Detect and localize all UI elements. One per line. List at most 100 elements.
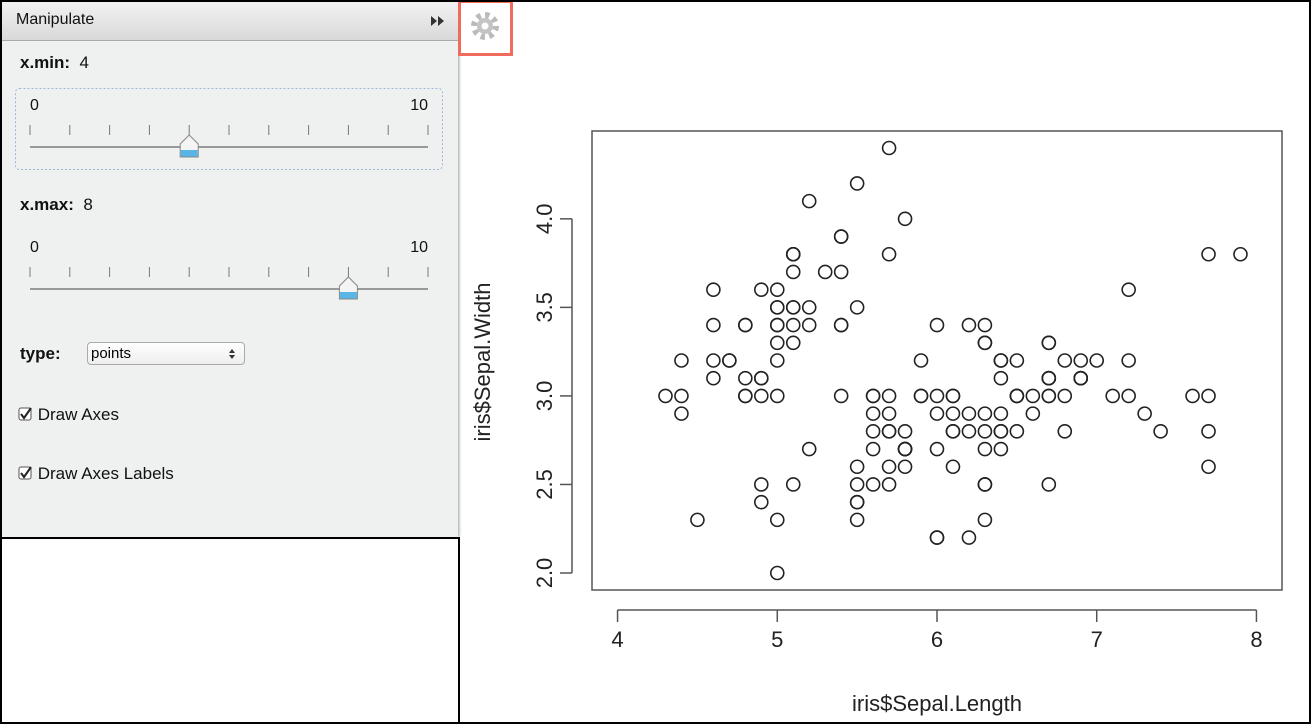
slider-min: 0 xyxy=(30,239,39,256)
control-label: type: xyxy=(20,344,61,364)
point xyxy=(706,370,721,386)
x-tick-label: 4 xyxy=(611,627,623,652)
point xyxy=(977,406,993,421)
point xyxy=(833,317,849,333)
point xyxy=(881,406,897,421)
point xyxy=(1041,477,1057,492)
label: x.min: xyxy=(20,53,71,72)
point xyxy=(961,317,977,333)
point xyxy=(977,317,993,333)
point xyxy=(706,282,721,297)
empty-pane xyxy=(0,537,460,724)
point xyxy=(881,477,897,492)
slider-min: 0 xyxy=(30,97,39,114)
checkbox-row[interactable]: Draw Axes Labels xyxy=(18,464,174,484)
point xyxy=(993,441,1009,457)
point xyxy=(865,424,881,439)
point xyxy=(913,353,929,368)
point xyxy=(865,441,881,457)
point xyxy=(1041,388,1057,404)
point xyxy=(849,494,865,510)
y-tick-label: 3.5 xyxy=(532,292,557,323)
point xyxy=(754,370,769,386)
chart: iris$Sepal.Length iris$Sepal.Width 4 5 6 7 8… xyxy=(470,130,1283,716)
point xyxy=(801,193,817,209)
point xyxy=(1025,388,1041,404)
checkbox-row[interactable]: Draw Axes xyxy=(18,405,119,425)
point xyxy=(993,370,1009,386)
point xyxy=(801,317,817,333)
point xyxy=(754,477,769,492)
point xyxy=(1073,353,1089,368)
point xyxy=(977,477,993,492)
thumb-fill xyxy=(339,292,357,299)
point xyxy=(1009,424,1025,439)
point xyxy=(706,317,721,333)
point xyxy=(1041,370,1057,386)
slider-max: 10 xyxy=(410,239,428,256)
checkmark xyxy=(20,407,32,420)
point xyxy=(1009,388,1025,404)
point xyxy=(674,388,689,404)
x-tick-label: 5 xyxy=(771,627,783,652)
point xyxy=(897,459,913,475)
type-select[interactable]: points xyxy=(87,342,245,365)
selected: points xyxy=(91,345,132,362)
point xyxy=(849,459,865,475)
point xyxy=(993,424,1009,439)
point xyxy=(849,176,865,191)
y-tick-label: 4.0 xyxy=(532,204,557,235)
point xyxy=(833,229,849,244)
y-tick-label: 3.0 xyxy=(532,381,557,412)
point xyxy=(785,246,801,262)
point xyxy=(961,530,977,545)
point xyxy=(1041,335,1057,351)
y-tick-label: 2.5 xyxy=(532,469,557,500)
point xyxy=(754,494,769,510)
point xyxy=(785,477,801,492)
collapse-button[interactable] xyxy=(430,15,446,27)
point xyxy=(961,406,977,421)
point xyxy=(1121,353,1136,368)
point xyxy=(945,459,961,475)
point xyxy=(993,406,1009,421)
point xyxy=(690,512,705,528)
point xyxy=(881,140,897,156)
point xyxy=(881,459,897,475)
point xyxy=(769,335,785,351)
point xyxy=(929,406,945,421)
checkbox[interactable] xyxy=(18,466,33,481)
point xyxy=(929,530,945,545)
point xyxy=(785,300,801,315)
slider-thumb xyxy=(338,276,358,300)
point xyxy=(754,388,769,404)
point xyxy=(897,211,913,227)
point xyxy=(849,477,865,492)
point xyxy=(785,264,801,280)
checkbox[interactable] xyxy=(18,407,33,422)
settings-button[interactable] xyxy=(458,0,513,56)
thumb-fill xyxy=(180,150,198,157)
point xyxy=(769,282,785,297)
point xyxy=(801,441,817,457)
panel-title-bar: Manipulate xyxy=(0,0,458,41)
slider[interactable]: 0 10 xyxy=(15,88,443,170)
x-tick-label: 7 xyxy=(1091,627,1103,652)
slider[interactable]: 0 10 xyxy=(15,230,443,312)
y-tick-label: 2.0 xyxy=(532,558,557,589)
point xyxy=(945,406,961,421)
point xyxy=(769,388,785,404)
point xyxy=(738,317,753,333)
point xyxy=(865,477,881,492)
x-tick-label: 6 xyxy=(931,627,943,652)
point xyxy=(1201,246,1216,262)
checkmark xyxy=(20,466,32,479)
point xyxy=(977,335,993,351)
point xyxy=(1201,424,1216,439)
control-label: x.min: 4 xyxy=(20,53,89,73)
point xyxy=(929,317,945,333)
point xyxy=(913,388,929,404)
value: 8 xyxy=(83,195,93,214)
point xyxy=(817,264,833,280)
